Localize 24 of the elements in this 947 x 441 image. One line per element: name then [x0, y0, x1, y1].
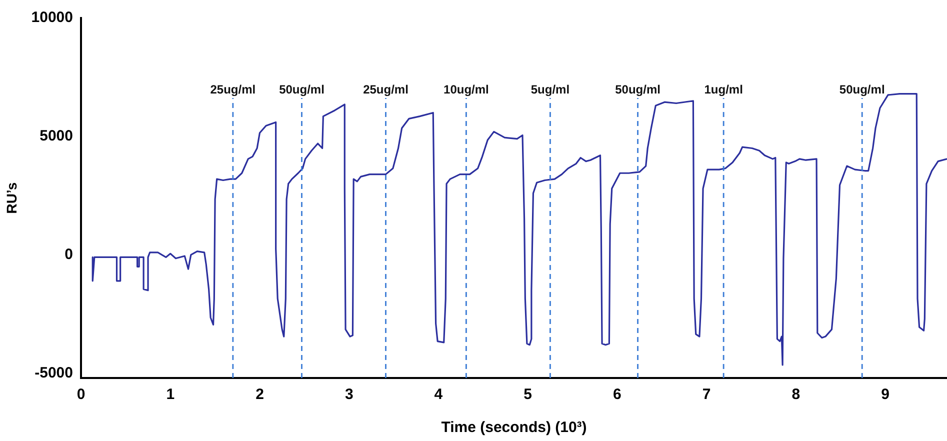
y-tick-label: 0 [64, 246, 73, 263]
x-axis-title: Time (seconds) (10³) [441, 419, 587, 436]
x-tick-label: 6 [613, 386, 622, 404]
x-tick-label: 1 [166, 386, 175, 404]
x-tick-label: 8 [792, 386, 800, 404]
ref-line-label: 10ug/ml [444, 82, 489, 96]
x-tick-label: 0 [76, 386, 86, 404]
ref-line-label: 1ug/ml [704, 82, 743, 96]
y-tick-label: -5000 [34, 364, 73, 382]
ref-line-label: 25ug/ml [210, 82, 256, 96]
ref-line-label: 50ug/ml [839, 82, 885, 96]
x-tick-label: 3 [344, 386, 354, 404]
y-axis-title: RU’s [3, 182, 20, 214]
x-tick-label: 9 [881, 386, 890, 404]
x-tick-label: 7 [702, 386, 711, 404]
x-tick-label: 2 [256, 386, 264, 404]
ref-line-label: 50ug/ml [615, 82, 660, 96]
ref-line-label: 25ug/ml [363, 82, 408, 96]
y-tick-label: 10000 [31, 9, 73, 26]
x-tick-label: 4 [434, 386, 444, 404]
y-tick-label: 5000 [40, 128, 73, 145]
x-tick-label: 5 [524, 386, 532, 404]
ref-line-label: 50ug/ml [279, 82, 324, 96]
ref-line-label: 5ug/ml [530, 82, 570, 96]
